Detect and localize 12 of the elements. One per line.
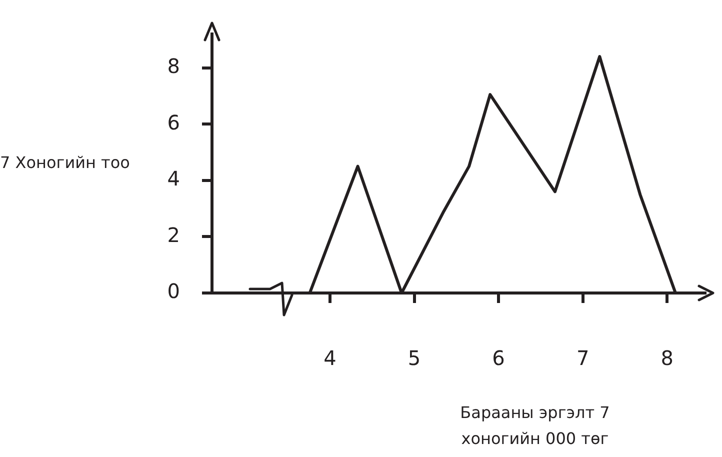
y-tick-label: 6 [167, 110, 180, 134]
x-tick-label: 8 [660, 346, 674, 370]
x-axis-title: Барааны эргэлт 7 хоногийн 000 төг [459, 402, 611, 450]
y-tick-label: 2 [167, 222, 180, 247]
x-tick-label: 5 [408, 346, 421, 370]
y-tick-label: 4 [167, 166, 180, 191]
y-axis-title: 7 Хоногийн тоо [0, 152, 130, 174]
x-tick-label: 7 [576, 346, 590, 370]
x-tick-label: 6 [492, 346, 505, 370]
x-tick-label: 4 [324, 346, 336, 370]
y-tick-label: 0 [167, 279, 180, 304]
y-tick-label: 8 [167, 54, 180, 78]
